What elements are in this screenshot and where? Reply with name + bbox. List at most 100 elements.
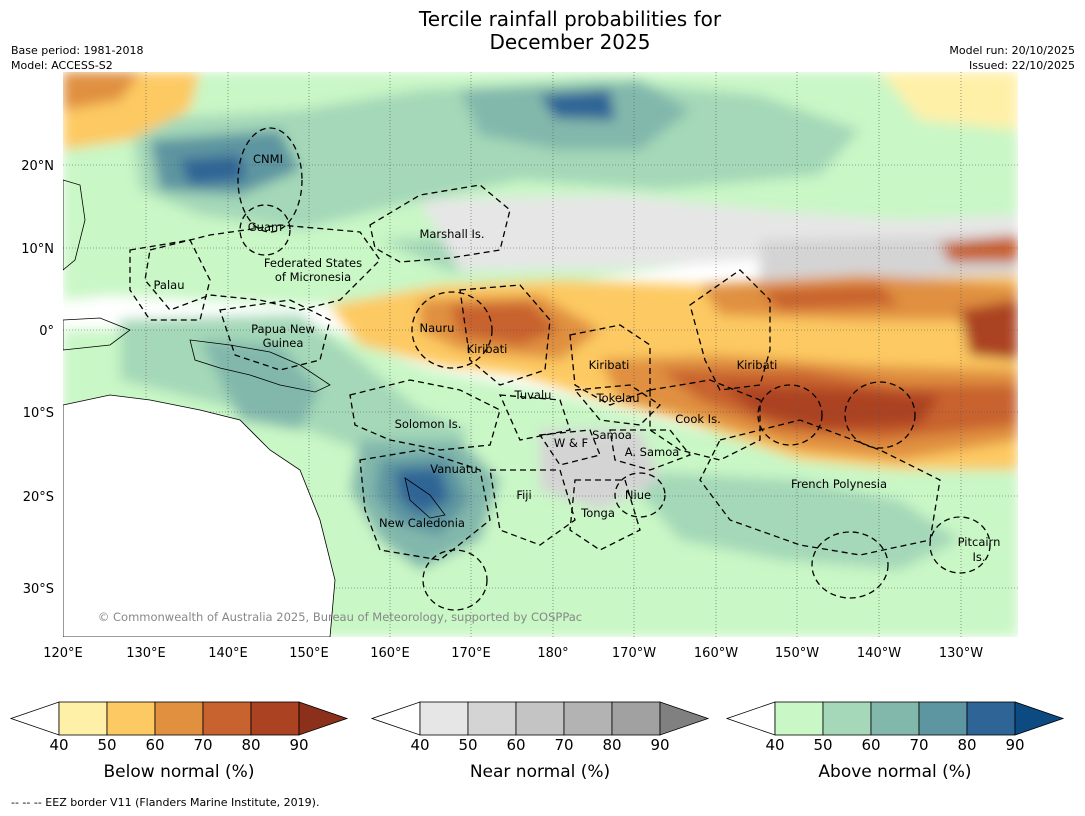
label-marshall: Marshall Is. xyxy=(419,227,484,241)
base-period: Base period: 1981-2018 xyxy=(11,44,144,57)
colorbar-tick-label: 60 xyxy=(861,736,880,754)
eez-png xyxy=(219,299,331,371)
colorbar-tick-label: 90 xyxy=(289,736,308,754)
colorbar-segment xyxy=(515,701,565,736)
model-name: Model: ACCESS-S2 xyxy=(11,59,113,72)
longitude-labels: 120°E 130°E 140°E 150°E 160°E 170°E 180°… xyxy=(43,646,983,661)
lat-label: 10°N xyxy=(21,242,54,257)
colorbar-segment xyxy=(870,701,920,736)
lon-label: 130°E xyxy=(126,646,166,661)
label-kiribati-west: Kiribati xyxy=(467,342,508,356)
label-fsm-2: of Micronesia xyxy=(275,270,351,284)
colorbar-tick-label: 40 xyxy=(49,736,68,754)
title-line-1: Tercile rainfall probabilities for xyxy=(418,7,722,31)
colorbar-segment xyxy=(467,701,517,736)
lon-label: 180° xyxy=(537,646,568,661)
eez-vanuatu xyxy=(359,449,491,561)
lat-label: 20°N xyxy=(21,159,54,174)
label-tonga: Tonga xyxy=(580,506,615,520)
eez-norfolk xyxy=(422,549,488,611)
colorbars: 40 50 60 70 80 90 Below normal (%) 40 50 60 70 80 90… xyxy=(9,701,1065,782)
colorbar-tick-label: 40 xyxy=(410,736,429,754)
eez-wallis xyxy=(538,429,601,466)
region-labels: CNMI Guam Marshall Is. Federated States … xyxy=(154,152,1001,564)
lon-label: 170°W xyxy=(612,646,656,661)
colorbar-segment xyxy=(774,701,824,736)
near-normal-samoa xyxy=(540,430,660,510)
colorbar-tick-label: 60 xyxy=(145,736,164,754)
label-cook-is: Cook Is. xyxy=(675,412,720,426)
below-normal-80-east xyxy=(960,300,1018,360)
eez-solomon xyxy=(349,379,501,451)
colorbar-tick-label: 80 xyxy=(602,736,621,754)
lat-label: 10°S xyxy=(23,406,54,421)
lon-label: 160°E xyxy=(370,646,410,661)
eez-kiribati-gilbert xyxy=(459,284,551,386)
meta-left: Base period: 1981-2018 Model: ACCESS-S2 xyxy=(11,43,143,73)
label-fiji: Fiji xyxy=(516,488,531,502)
lon-label: 140°W xyxy=(857,646,901,661)
colorbar-tick-label: 70 xyxy=(909,736,928,754)
colorbar-low-arrow xyxy=(725,701,776,736)
below-normal-60-northwest xyxy=(63,72,140,110)
colorbar-tick-label: 50 xyxy=(97,736,116,754)
label-kiribati-east: Kiribati xyxy=(737,358,778,372)
eez-footer-note: -- -- -- EEZ border V11 (Flanders Marine… xyxy=(11,796,320,809)
label-niue: Niue xyxy=(625,488,651,502)
label-solomon: Solomon Is. xyxy=(395,417,462,431)
above-normal-50-southeast xyxy=(620,470,960,570)
eez-fiji xyxy=(489,469,576,546)
issued-date: Issued: 22/10/2025 xyxy=(968,59,1075,72)
label-kiribati-central: Kiribati xyxy=(589,358,630,372)
lon-label: 120°E xyxy=(43,646,83,661)
eez-french-poly-marquesas xyxy=(757,384,823,446)
australia-land xyxy=(63,394,336,637)
label-png-2: Guinea xyxy=(263,336,304,350)
label-samoa: Samoa xyxy=(592,428,632,442)
eez-french-polynesia xyxy=(699,419,941,556)
colorbar-tick-label: 90 xyxy=(1005,736,1024,754)
colorbar-low-arrow xyxy=(9,701,60,736)
above-normal-80-micronesia xyxy=(180,155,245,185)
label-cnmi: CNMI xyxy=(253,152,283,166)
eez-cnmi xyxy=(237,127,303,233)
colorbar-segment xyxy=(58,701,108,736)
map-title: Tercile rainfall probabilities for Decem… xyxy=(0,8,1085,54)
label-american-samoa: A. Samoa xyxy=(625,445,680,459)
colorbar-high-arrow xyxy=(659,701,710,736)
above-normal-80-north xyxy=(540,90,615,120)
colorbar-segment xyxy=(250,701,300,736)
colorbar-segment xyxy=(106,701,156,736)
title-line-2: December 2025 xyxy=(489,30,651,54)
colorbar-segment xyxy=(419,701,469,736)
colorbar-segment xyxy=(611,701,661,736)
eez-tuvalu xyxy=(498,394,571,441)
lat-label: 0° xyxy=(39,324,54,339)
eez-guam xyxy=(239,204,291,256)
colorbar-segment xyxy=(154,701,204,736)
colorbar-high-arrow xyxy=(1014,701,1065,736)
label-vanuatu: Vanuatu xyxy=(430,462,477,476)
label-fsm-1: Federated States xyxy=(264,256,362,270)
eez-cook-north xyxy=(649,379,761,461)
model-run: Model run: 20/10/2025 xyxy=(949,44,1075,57)
colorbar-tick-label: 80 xyxy=(241,736,260,754)
land-masses xyxy=(63,179,446,637)
colorbar-segment xyxy=(966,701,1016,736)
lat-label: 20°S xyxy=(23,490,54,505)
colorbar-tick-label: 60 xyxy=(506,736,525,754)
copyright-notice: © Commonwealth of Australia 2025, Bureau… xyxy=(98,610,582,624)
label-palau: Palau xyxy=(154,278,185,292)
colorbar-tick-label: 80 xyxy=(957,736,976,754)
eez-pitcairn xyxy=(929,516,991,574)
label-tokelau: Tokelau xyxy=(596,391,640,405)
lon-label: 130°W xyxy=(939,646,983,661)
label-guam: Guam xyxy=(248,220,282,234)
new-guinea-land xyxy=(189,339,331,393)
eez-french-poly-east xyxy=(844,381,916,449)
meta-right: Model run: 20/10/2025 Issued: 22/10/2025 xyxy=(949,43,1075,73)
lon-label: 170°E xyxy=(451,646,491,661)
label-tuvalu: Tuvalu xyxy=(514,388,552,402)
below-normal-northeast xyxy=(880,72,1018,130)
colorbar-title: Below normal (%) xyxy=(104,762,255,782)
